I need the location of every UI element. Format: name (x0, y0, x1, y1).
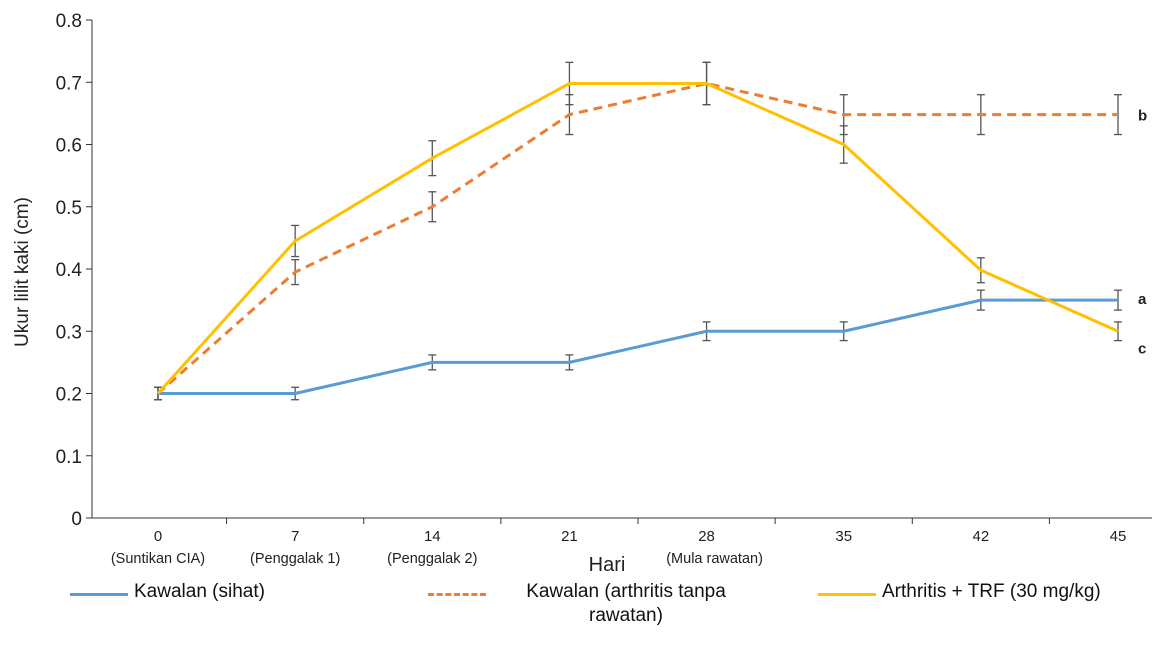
y-tick-label: 0 (71, 509, 82, 530)
legend-item-kawalan-sihat: Kawalan (sihat) (70, 580, 265, 640)
legend-label: Arthritis + TRF (30 mg/kg) (882, 581, 1101, 602)
series-line-1 (158, 298, 1118, 395)
x-sub-label: (Penggalak 1) (250, 551, 340, 567)
legend-swatch-yellow (818, 593, 876, 596)
x-tick-label: 7 (291, 528, 299, 545)
y-tick-label: 0.7 (56, 73, 82, 94)
series-line-2 (157, 81, 1118, 395)
x-tick-label: 35 (835, 528, 852, 545)
y-tick-label: 0.1 (56, 447, 82, 468)
y-tick-label: 0.2 (56, 385, 82, 406)
series-line-3 (156, 81, 1119, 395)
y-tick-label: 0.5 (56, 198, 82, 219)
legend-label: Kawalan (arthritis tanpa rawatan) (526, 581, 726, 626)
axes: 0 0.1 0.2 0.3 0.4 0.5 0.6 0.7 0.8 0 (Suntikan CIA)… (56, 11, 1152, 567)
x-sub-label: (Suntikan CIA) (111, 551, 205, 567)
end-labels: a b c (1138, 108, 1147, 358)
y-axis-label: Ukur lilit kaki (cm) (12, 197, 33, 347)
x-sub-label: (Penggalak 2) (387, 551, 477, 567)
legend-item-kawalan-arthritis: Kawalan (arthritis tanpa rawatan) (428, 580, 760, 640)
chart-area: 0 0.1 0.2 0.3 0.4 0.5 0.6 0.7 0.8 0 (Suntikan CIA)… (12, 11, 1152, 575)
legend-label: Kawalan (sihat) (134, 581, 265, 602)
y-tick-label: 0.8 (56, 11, 82, 32)
legend-swatch-blue (70, 593, 128, 596)
x-tick-label: 45 (1110, 528, 1127, 545)
y-tick-label: 0.6 (56, 136, 82, 157)
x-tick-label: 42 (973, 528, 990, 545)
series-lines (156, 81, 1119, 395)
error-bars (154, 61, 1122, 401)
x-tick-label: 28 (698, 528, 715, 545)
legend-item-arthritis-trf: Arthritis + TRF (30 mg/kg) (818, 580, 1101, 640)
series-end-label: a (1138, 291, 1147, 308)
y-tick-label: 0.3 (56, 322, 82, 343)
x-tick-label: 14 (424, 528, 441, 545)
series-end-label: b (1138, 108, 1147, 125)
x-sub-label: (Mula rawatan) (666, 551, 763, 567)
series-end-label: c (1138, 340, 1146, 357)
x-axis-label: Hari (589, 554, 626, 575)
x-tick-label: 21 (561, 528, 578, 545)
legend-swatch-orange (428, 593, 486, 596)
y-tick-label: 0.4 (56, 260, 83, 281)
x-tick-label: 0 (154, 528, 162, 545)
